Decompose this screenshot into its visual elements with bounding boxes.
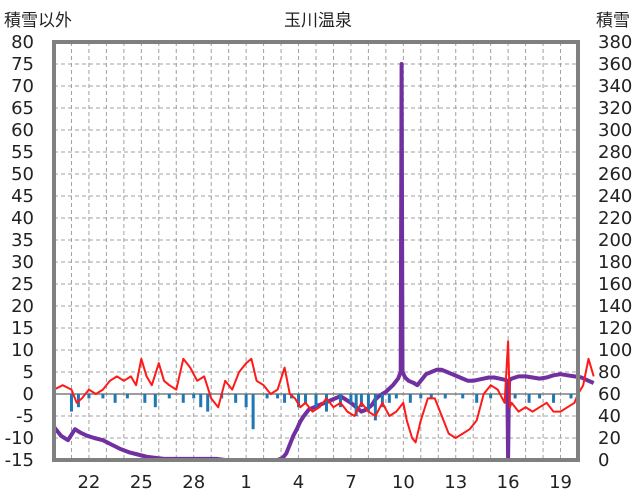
precip-bar (206, 394, 209, 412)
series-precip-group (70, 394, 573, 429)
right-tick-label: 240 (598, 186, 632, 207)
precip-bar (199, 394, 202, 407)
right-tick-label: 60 (598, 384, 621, 405)
precip-bar (514, 394, 517, 398)
precip-bar (70, 394, 73, 412)
precip-bar (252, 394, 255, 429)
precip-bar (315, 394, 318, 407)
left-tick-label: 45 (11, 186, 34, 207)
left-tick-label: 25 (11, 274, 34, 295)
precip-bar (570, 394, 573, 398)
right-tick-label: 20 (598, 428, 621, 449)
left-tick-label: 10 (11, 340, 34, 361)
precip-bar (245, 394, 248, 407)
right-tick-label: 320 (598, 98, 632, 119)
left-axis-label: 積雪以外 (4, 11, 72, 31)
x-tick-label: 22 (77, 472, 100, 493)
right-tick-label: 100 (598, 340, 632, 361)
precip-bar (234, 394, 237, 403)
left-tick-label: 5 (23, 362, 34, 383)
precip-bar (87, 394, 90, 398)
x-tick-label: 10 (392, 472, 415, 493)
right-tick-label: 300 (598, 120, 632, 141)
left-tick-label: 35 (11, 230, 34, 251)
left-tick-label: -5 (16, 406, 34, 427)
right-tick-label: 0 (598, 450, 609, 471)
precip-bar (283, 394, 286, 403)
right-tick-label: 360 (598, 54, 632, 75)
right-tick-label: 140 (598, 296, 632, 317)
precip-bar (192, 394, 195, 398)
x-tick-label: 19 (549, 472, 572, 493)
left-tick-label: 70 (11, 76, 34, 97)
precip-bar (419, 394, 422, 398)
right-tick-label: 200 (598, 230, 632, 251)
left-tick-label: 20 (11, 296, 34, 317)
right-axis-label: 積雪 (596, 11, 630, 31)
left-tick-label: 65 (11, 98, 34, 119)
left-tick-label: 15 (11, 318, 34, 339)
right-tick-label: 180 (598, 252, 632, 273)
right-tick-label: 280 (598, 142, 632, 163)
precip-bar (528, 394, 531, 403)
precip-bar (182, 394, 185, 403)
left-tick-label: 60 (11, 120, 34, 141)
left-tick-label: 30 (11, 252, 34, 273)
precip-bar (444, 394, 447, 398)
left-tick-label: 50 (11, 164, 34, 185)
left-tick-label: -10 (5, 428, 34, 449)
precip-bar (325, 394, 328, 412)
precip-bar (101, 394, 104, 398)
x-tick-label: 13 (444, 472, 467, 493)
right-tick-label: 380 (598, 32, 632, 53)
right-tick-label: 340 (598, 76, 632, 97)
x-tick-label: 7 (345, 472, 356, 493)
precip-bar (475, 394, 478, 403)
precip-bar (154, 394, 157, 407)
precip-bar (349, 394, 352, 403)
right-tick-label: 120 (598, 318, 632, 339)
x-tick-label: 28 (182, 472, 205, 493)
x-tick-label: 4 (293, 472, 304, 493)
precip-bar (276, 394, 279, 398)
series-temp-group (54, 341, 594, 442)
precip-bar (388, 394, 391, 403)
precip-bar (266, 394, 269, 398)
x-tick-label: 16 (497, 472, 520, 493)
chart-title: 玉川温泉 (284, 11, 352, 31)
precip-bar (461, 394, 464, 398)
left-tick-label: -15 (5, 450, 34, 471)
right-tick-label: 160 (598, 274, 632, 295)
precip-bar (538, 394, 541, 398)
right-tick-label: 260 (598, 164, 632, 185)
precip-bar (114, 394, 117, 403)
precip-bar (395, 394, 398, 398)
left-tick-label: 55 (11, 142, 34, 163)
x-tick-label: 1 (240, 472, 251, 493)
left-tick-label: 75 (11, 54, 34, 75)
precip-bar (489, 394, 492, 398)
precip-bar (126, 394, 129, 398)
precip-bar (143, 394, 146, 403)
right-tick-label: 80 (598, 362, 621, 383)
x-tick-label: 25 (130, 472, 153, 493)
precip-bar (304, 394, 307, 403)
left-tick-label: 0 (23, 384, 34, 405)
left-tick-label: 80 (11, 32, 34, 53)
temperature-line (54, 341, 594, 442)
precip-bar (168, 394, 171, 398)
right-tick-label: 40 (598, 406, 621, 427)
precip-bar (552, 394, 555, 403)
precip-bar (409, 394, 412, 403)
right-tick-label: 220 (598, 208, 632, 229)
left-tick-label: 40 (11, 208, 34, 229)
